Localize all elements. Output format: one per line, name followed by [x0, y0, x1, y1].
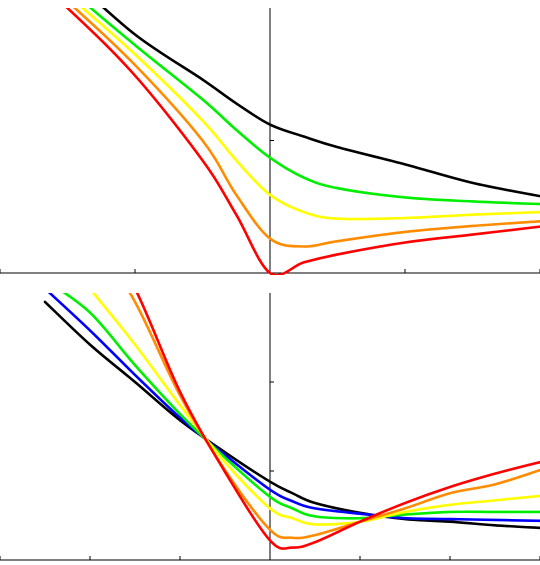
curves [43, 293, 540, 550]
curve [62, 293, 540, 520]
curve [135, 293, 540, 550]
curve [47, 293, 540, 523]
curve [101, 8, 540, 198]
curve [128, 293, 540, 540]
curve [80, 8, 540, 221]
curve [65, 8, 540, 275]
curve [88, 8, 540, 206]
plot-panel [0, 8, 540, 275]
curve [43, 300, 540, 530]
curves [65, 8, 540, 275]
curve [91, 293, 540, 526]
curve [72, 8, 540, 248]
plot-panel [0, 293, 540, 561]
